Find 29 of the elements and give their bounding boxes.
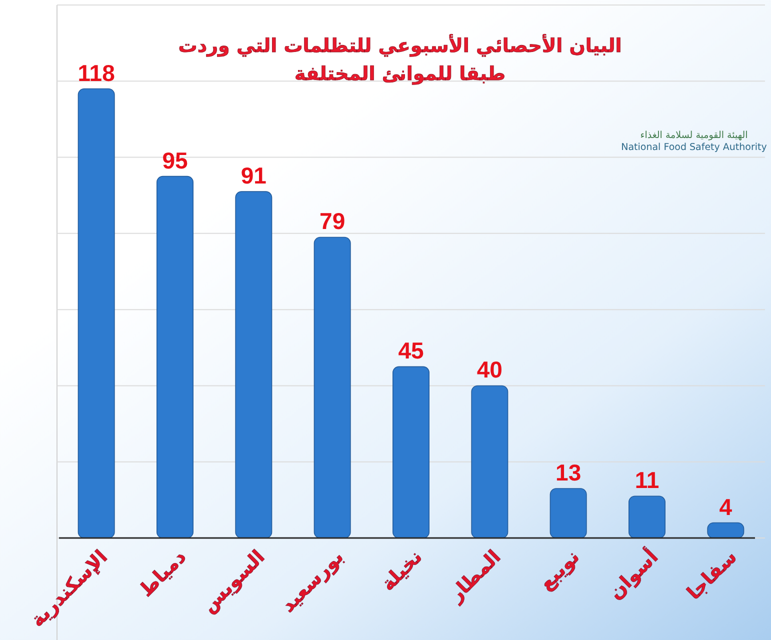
data-label: 91 (240, 162, 267, 189)
bar (314, 236, 351, 538)
bar (550, 488, 587, 538)
x-tick-label: السويس (198, 546, 270, 618)
bar (235, 191, 272, 538)
data-label: 13 (556, 460, 582, 486)
bar (471, 385, 508, 538)
x-tick-label: الإسكندرية (26, 546, 112, 632)
bar (156, 176, 194, 538)
bar (628, 496, 666, 538)
x-tick-label: دمياط (135, 546, 191, 602)
data-label: 79 (320, 208, 346, 234)
data-label: 11 (634, 467, 660, 494)
bar (78, 88, 115, 538)
x-tick-label: نخيلة (377, 546, 427, 596)
annotation: National Food Safety Authority (621, 142, 768, 153)
x-tick-label: نويبع (535, 546, 584, 595)
x-tick-label: بورسعيد (277, 546, 348, 617)
annotation: الهيئة القومية لسلامة الغذاء (640, 130, 748, 141)
x-tick-label: أسوان (603, 544, 663, 604)
x-tick-label: المطار (444, 546, 506, 607)
data-label: 95 (162, 147, 188, 174)
data-label: 40 (476, 356, 502, 383)
data-label: 4 (719, 494, 732, 520)
bar (392, 366, 430, 538)
data-label: 45 (398, 338, 424, 364)
x-tick-label: سفاجا (682, 546, 742, 604)
text: البيان الأحصائي الأسبوعي للتظلمات التي وردت طبقا للموانئ المختلفة (178, 34, 622, 85)
data-label: 118 (78, 60, 116, 86)
